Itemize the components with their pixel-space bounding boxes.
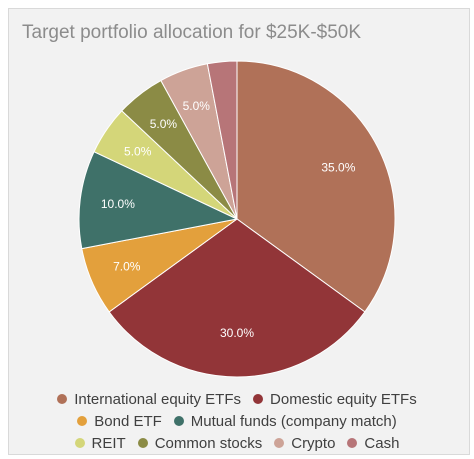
data-label-domestic: 30.0% [220,326,254,340]
legend-item-international: International equity ETFs [57,391,241,408]
data-label-bond: 7.0% [113,260,141,274]
legend-row: REIT Common stocks Crypto Cash [0,432,474,454]
legend-swatch [137,438,148,448]
legend-item-crypto: Crypto [274,435,335,452]
legend-label: Domestic equity ETFs [270,390,417,408]
chart-title: Target portfolio allocation for $25K-$50… [22,22,362,43]
legend-label: Crypto [291,434,336,452]
data-label-mutual-funds: 10.0% [101,197,135,211]
legend-swatch [347,438,358,448]
legend-swatch [74,438,85,448]
legend-row: International equity ETFs Domestic equit… [0,388,474,410]
legend-label: Common stocks [154,434,263,452]
legend-label: Mutual funds (company match) [190,412,397,430]
legend-swatch [173,416,184,426]
pie-slice-domestic [108,218,366,378]
legend-swatch [274,438,285,448]
legend-swatch [253,394,264,404]
pie-slice-international [236,60,396,313]
legend-label: REIT [91,434,126,452]
legend-swatch [57,394,68,404]
legend-item-mutual-funds: Mutual funds (company match) [173,412,397,430]
chart-legend: International equity ETFs Domestic equit… [0,388,474,454]
legend-item-common-stocks: Common stocks [137,434,263,452]
legend-label: Bond ETF [94,412,162,430]
legend-item-reit: REIT [74,434,126,452]
legend-row: Bond ETF Mutual funds (company match) [0,410,474,432]
pie-slice-cash [206,60,238,220]
legend-item-bond: Bond ETF [77,413,162,430]
data-label-crypto: 5.0% [183,99,211,113]
legend-swatch [77,416,88,426]
legend-label: Cash [364,434,400,452]
legend-item-cash: Cash [347,435,399,452]
data-label-international: 35.0% [321,160,355,174]
legend-label: International equity ETFs [74,390,242,408]
data-label-common-stocks: 5.0% [150,117,178,131]
pie-slice-mutual-funds [78,151,239,250]
data-label-reit: 5.0% [124,145,152,159]
legend-item-domestic: Domestic equity ETFs [253,391,417,408]
